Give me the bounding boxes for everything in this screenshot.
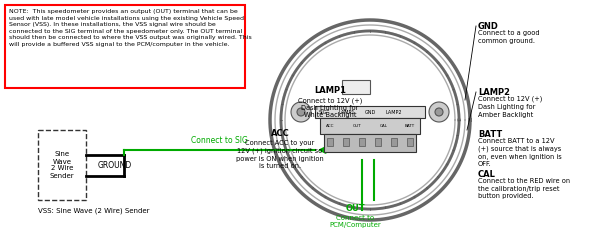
Text: LAMP2: LAMP2 <box>478 88 510 97</box>
Text: Connect to 12V (+)
Dash Lighting for
White Backlight: Connect to 12V (+) Dash Lighting for Whi… <box>298 97 362 119</box>
Text: LAMP1: LAMP1 <box>314 86 346 95</box>
Text: Connect to
PCM/Computer: Connect to PCM/Computer <box>329 215 381 228</box>
Bar <box>391 138 397 146</box>
Bar <box>327 138 333 146</box>
Bar <box>38 130 86 200</box>
Text: Connect ACC to your
12V (+) ignition circuit so
power is ON when ignition
is tur: Connect ACC to your 12V (+) ignition cir… <box>236 140 324 169</box>
Text: CAL: CAL <box>379 124 388 128</box>
Text: CAL: CAL <box>478 170 496 179</box>
Text: VSS: Sine Wave (2 Wire) Sender: VSS: Sine Wave (2 Wire) Sender <box>38 208 149 215</box>
Text: Connect to 12V (+)
Dash Lighting for
Amber Backlight: Connect to 12V (+) Dash Lighting for Amb… <box>478 96 542 118</box>
Text: BATT: BATT <box>478 130 502 139</box>
Text: Connect to the RED wire on
the calibration/trip reset
button provided.: Connect to the RED wire on the calibrati… <box>478 178 570 199</box>
Text: LAMP1: LAMP1 <box>338 109 355 114</box>
Bar <box>315 106 425 118</box>
Text: Connect to a good
common ground.: Connect to a good common ground. <box>478 30 539 43</box>
Text: GND: GND <box>478 22 499 31</box>
Bar <box>359 138 365 146</box>
Circle shape <box>435 108 443 116</box>
Bar <box>343 138 349 146</box>
Text: OUT: OUT <box>352 124 361 128</box>
Text: OUT: OUT <box>345 204 365 213</box>
Circle shape <box>291 102 311 122</box>
Bar <box>320 118 420 134</box>
Circle shape <box>297 108 305 116</box>
Text: GND: GND <box>364 109 376 114</box>
Text: ACC: ACC <box>326 124 334 128</box>
Text: LAMP2: LAMP2 <box>385 109 402 114</box>
Text: Connect BATT to a 12V
(+) source that is always
on, even when ignition is
OFF.: Connect BATT to a 12V (+) source that is… <box>478 138 562 167</box>
Text: GROUND: GROUND <box>98 161 132 169</box>
Text: Connect to SIG: Connect to SIG <box>191 136 248 145</box>
Bar <box>407 138 413 146</box>
Bar <box>324 134 416 152</box>
Circle shape <box>429 102 449 122</box>
Bar <box>375 138 381 146</box>
Text: SIG: SIG <box>319 109 327 114</box>
Text: BATT: BATT <box>405 124 415 128</box>
Text: NOTE:  This speedometer provides an output (OUT) terminal that can be
used with : NOTE: This speedometer provides an outpu… <box>9 9 252 47</box>
Bar <box>342 80 370 94</box>
Text: ACC: ACC <box>271 129 289 138</box>
Bar <box>5 5 245 88</box>
Text: Sine
Wave
2 Wire
Sender: Sine Wave 2 Wire Sender <box>50 151 74 179</box>
